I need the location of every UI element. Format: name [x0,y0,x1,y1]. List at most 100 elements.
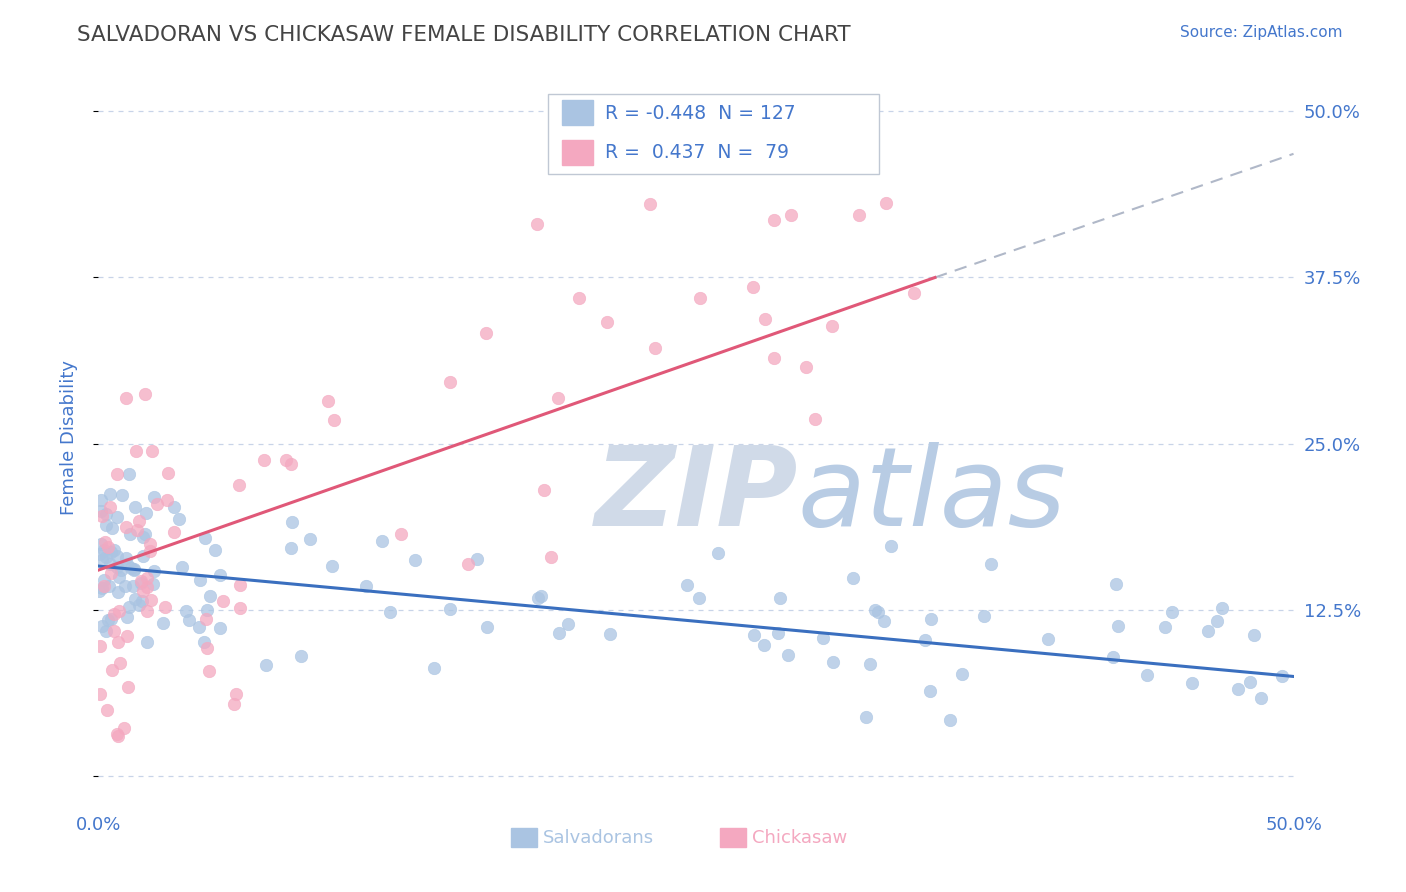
Point [118,600,141,615]
Point [1239,675,1261,690]
Point [110,563,132,577]
Point [89,687,111,701]
Point [914,633,936,648]
Point [1136,668,1159,682]
Point [129,576,152,591]
Point [107,635,129,649]
Point [208,621,231,635]
Point [195,640,218,655]
Point [87,584,110,599]
Point [776,648,799,662]
Point [222,698,245,712]
Point [1271,669,1294,683]
Point [866,605,889,619]
Point [100,486,122,500]
Point [97,540,120,554]
Point [172,559,194,574]
Point [117,680,139,694]
Point [90,553,112,567]
Y-axis label: Female Disability: Female Disability [59,359,77,515]
Point [90,493,112,508]
Point [859,657,882,671]
Point [290,649,312,664]
Point [1153,619,1175,633]
Point [138,544,160,558]
Point [115,629,138,643]
Point [763,351,786,365]
Point [100,545,122,559]
Point [120,561,142,575]
Point [108,570,131,584]
Point [114,551,136,566]
Bar [720,829,747,847]
Point [769,591,792,606]
Point [193,635,215,649]
Point [225,688,247,702]
Point [96,703,118,717]
Point [131,594,153,608]
Point [108,604,131,618]
Point [139,537,162,551]
Point [136,635,159,649]
Point [1102,650,1125,665]
Point [688,591,710,606]
Point [143,564,166,578]
Point [200,589,222,603]
Text: Salvadorans: Salvadorans [543,829,654,847]
Point [780,208,803,222]
Point [741,280,763,294]
Point [938,714,960,728]
Point [356,579,378,593]
Point [93,543,115,558]
Point [94,535,117,549]
Point [105,549,128,563]
Point [371,534,394,549]
Point [131,583,153,598]
Point [477,619,499,633]
Point [1107,619,1129,633]
Point [103,543,125,558]
Point [1038,632,1060,647]
Point [875,196,897,211]
Point [118,527,141,541]
Point [439,602,461,616]
Point [157,466,180,480]
Point [316,394,339,409]
Point [208,568,231,582]
Point [117,610,139,624]
Point [112,721,135,735]
Point [794,360,817,375]
Point [863,603,886,617]
Point [156,493,179,508]
Point [100,663,122,677]
Point [848,208,870,222]
Point [228,478,250,492]
Point [124,500,146,515]
Point [135,506,157,520]
Point [920,611,942,625]
Point [107,585,129,599]
Point [195,603,218,617]
Point [439,375,461,389]
Point [194,612,217,626]
Point [132,530,155,544]
Point [821,318,844,333]
Point [115,391,138,405]
Point [198,664,221,678]
Point [638,197,661,211]
Point [114,579,136,593]
Point [89,537,111,551]
Point [599,627,621,641]
Point [1104,576,1126,591]
Point [122,562,145,576]
Point [540,549,562,564]
Point [128,599,150,613]
Point [129,574,152,589]
Point [115,557,138,571]
Text: Chickasaw: Chickasaw [752,829,848,847]
Point [98,557,121,571]
Point [142,490,165,504]
Point [153,600,176,615]
Point [568,291,591,305]
Point [676,578,699,592]
